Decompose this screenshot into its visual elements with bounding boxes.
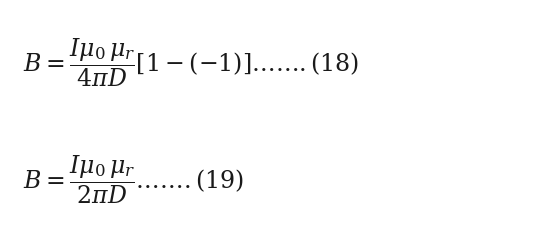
- Text: $B = \dfrac{I\mu_0 \, \mu_r}{4\pi D} \left[1 - (-1)\right] \ldots \ldots . (18)$: $B = \dfrac{I\mu_0 \, \mu_r}{4\pi D} \le…: [23, 37, 360, 89]
- Text: $B = \dfrac{I\mu_0 \, \mu_r}{2\pi D} \ldots \ldots . (19)$: $B = \dfrac{I\mu_0 \, \mu_r}{2\pi D} \ld…: [23, 153, 244, 206]
